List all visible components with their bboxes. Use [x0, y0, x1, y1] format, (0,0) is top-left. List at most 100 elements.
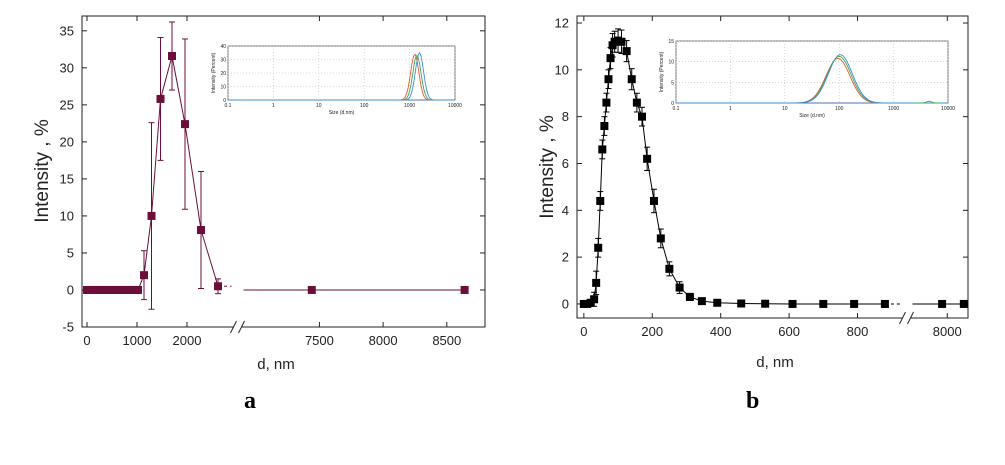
y-tick-label: 2: [562, 250, 569, 265]
data-point: [590, 295, 599, 304]
axis-break-mark: [230, 320, 237, 334]
data-point: [197, 225, 205, 234]
y-tick-label: 20: [60, 134, 74, 149]
inset-y-tick-label: 30: [220, 58, 226, 64]
axis-break-mark: [238, 320, 245, 334]
data-point: [594, 243, 603, 252]
y-tick-label: 5: [67, 245, 74, 260]
inset-x-tick-label: 10000: [941, 106, 955, 112]
data-point: [737, 299, 746, 308]
inset-y-tick-label: 40: [220, 44, 226, 50]
data-point: [606, 54, 615, 63]
inset-y-tick-label: 0: [671, 101, 674, 107]
data-point: [643, 154, 652, 163]
data-point: [134, 285, 142, 294]
inset-x-tick-label: 1000: [404, 103, 415, 109]
data-point: [592, 278, 601, 287]
axis-break-mark: [899, 311, 906, 325]
inset-x-tick-label: 1: [272, 103, 275, 109]
x-tick-label: 8000: [933, 324, 962, 339]
y-axis-label: Intensity , %: [32, 119, 53, 223]
inset-x-tick-label: 0.1: [673, 106, 680, 112]
y-axis-label: Intensity , %: [537, 115, 558, 219]
data-point: [460, 285, 469, 294]
data-point: [181, 120, 189, 129]
data-point: [638, 112, 646, 121]
inset-series-line: [228, 51, 455, 101]
x-tick-label: 8500: [432, 333, 461, 348]
data-point: [627, 75, 636, 84]
x-axis-label: d, nm: [756, 354, 794, 371]
x-tick-label: 1000: [123, 333, 152, 348]
x-tick-label: 2000: [173, 333, 202, 348]
data-point: [675, 283, 684, 292]
data-point: [697, 297, 706, 306]
inset-y-tick-label: 5: [671, 80, 674, 86]
inset-x-tick-label: 10: [316, 103, 322, 109]
inset-chart-b: 0.1 1 10 100 1000 10000 0 5 10 15 Size (d.nm) Inten…: [659, 39, 955, 119]
data-point: [761, 299, 770, 308]
data-point: [596, 196, 605, 205]
inset-y-axis-label: Intensity (Percent): [211, 52, 217, 93]
x-tick-label: 7500: [305, 333, 334, 348]
data-point: [622, 47, 631, 56]
inset-chart-a: 0.1 1 10 100 1000 10000 0 10 20 30 40 Size (d.nm) In…: [211, 44, 462, 116]
inset-frame: [675, 40, 949, 104]
y-tick-label: 0: [67, 282, 74, 297]
panel-label-a: a: [244, 388, 256, 414]
x-tick-label: 0: [83, 333, 90, 348]
data-point: [713, 298, 722, 307]
y-tick-label: 0: [562, 296, 569, 311]
inset-x-tick-label: 10000: [448, 103, 462, 109]
data-point: [598, 145, 607, 154]
axis-break-gap: [902, 310, 911, 326]
x-tick-label: 200: [641, 324, 663, 339]
inset-series-line: [676, 54, 948, 104]
data-point: [604, 75, 613, 84]
inset-x-tick-label: 100: [360, 103, 369, 109]
plot-frame: [576, 15, 969, 319]
data-point: [665, 264, 674, 273]
inset-y-tick-label: 10: [668, 60, 674, 66]
plot-frame: [81, 15, 486, 328]
data-point: [600, 122, 609, 131]
inset-y-tick-label: 0: [223, 98, 226, 104]
x-tick-label: 600: [778, 324, 800, 339]
y-tick-label: 15: [60, 171, 74, 186]
data-point: [632, 98, 641, 107]
y-tick-label: 25: [60, 97, 74, 112]
inset-x-axis-label: Size (d.nm): [329, 110, 355, 116]
inset-series-line: [918, 100, 940, 104]
y-tick-label: 4: [562, 203, 569, 218]
y-tick-label: 30: [60, 60, 74, 75]
x-tick-label: 800: [847, 324, 869, 339]
inset-x-tick-label: 100: [835, 106, 844, 112]
inset-y-tick-label: 10: [220, 85, 226, 91]
data-point: [959, 299, 968, 308]
data-point: [147, 211, 156, 220]
data-point: [168, 51, 176, 60]
axis-break-gap: [233, 319, 242, 335]
data-point: [214, 282, 222, 291]
panel-label-b: b: [746, 388, 760, 414]
x-tick-label: 0: [580, 324, 587, 339]
x-tick-label: 400: [710, 324, 732, 339]
data-point: [602, 98, 611, 107]
inset-x-axis-label: Size (d.nm): [799, 113, 825, 119]
inset-y-tick-label: 20: [220, 71, 226, 77]
data-point: [819, 299, 828, 308]
data-point: [617, 37, 626, 46]
y-tick-label: 8: [562, 109, 569, 124]
axis-break-mark: [907, 311, 914, 325]
inset-x-tick-label: 10: [782, 106, 788, 112]
inset-x-tick-label: 1: [729, 106, 732, 112]
data-point: [140, 271, 148, 280]
y-tick-label: 12: [555, 16, 569, 31]
x-tick-label: 8000: [369, 333, 398, 348]
data-point: [156, 94, 165, 103]
y-tick-label: 35: [60, 23, 74, 38]
data-point: [656, 234, 665, 243]
